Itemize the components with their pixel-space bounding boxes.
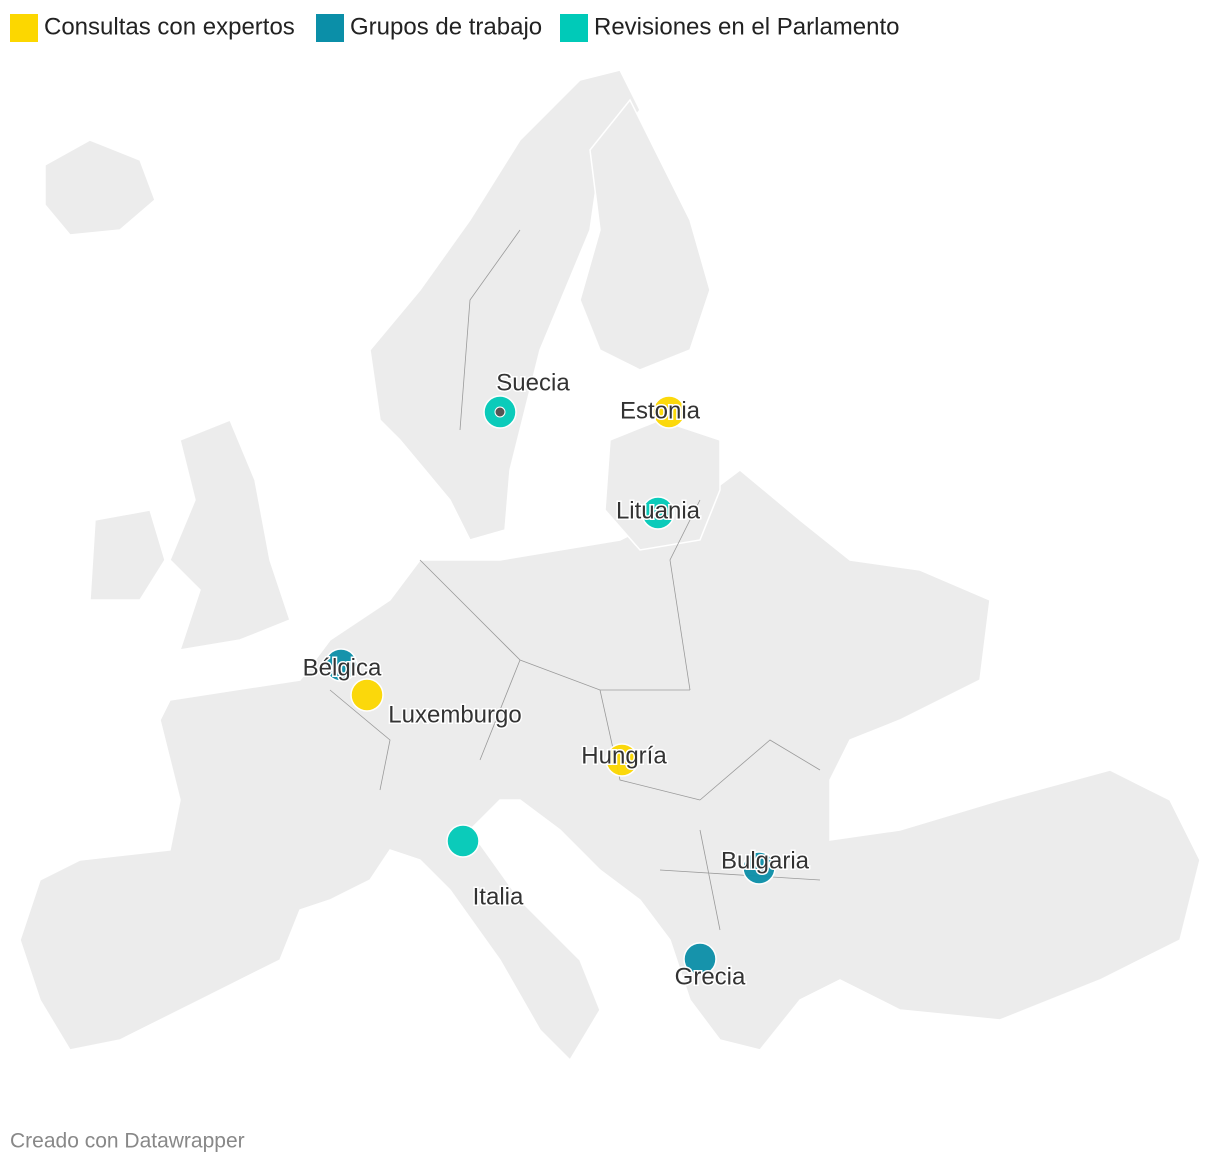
legend-label: Grupos de trabajo (350, 13, 542, 40)
legend-label: Consultas con expertos (44, 13, 295, 40)
base-map (19, 69, 1201, 1062)
marker-label: Suecia (496, 369, 570, 396)
marker-label: Italia (473, 883, 524, 910)
legend-swatch (560, 14, 588, 42)
legend-label: Revisiones en el Parlamento (594, 13, 900, 40)
marker (641, 496, 675, 530)
marker (324, 648, 358, 682)
legend: Consultas con expertos Grupos de trabajo R… (10, 13, 900, 42)
legend-swatch (316, 14, 344, 42)
marker (446, 824, 480, 858)
marker-label: Estonia (620, 397, 701, 424)
marker (652, 395, 686, 429)
marker-center (494, 406, 506, 418)
marker (742, 851, 776, 885)
marker (683, 942, 717, 976)
marker-label: Bulgaria (721, 847, 810, 874)
marker-label: Lituania (616, 497, 701, 524)
marker (350, 678, 384, 712)
marker (605, 743, 639, 777)
marker-label: Luxemburgo (388, 701, 521, 728)
marker-label: Hungría (581, 742, 667, 769)
legend-swatch (10, 14, 38, 42)
marker-label: Bélgica (303, 654, 382, 681)
marker-label: Grecia (675, 963, 746, 990)
footer: Creado con Datawrapper (10, 1130, 245, 1153)
